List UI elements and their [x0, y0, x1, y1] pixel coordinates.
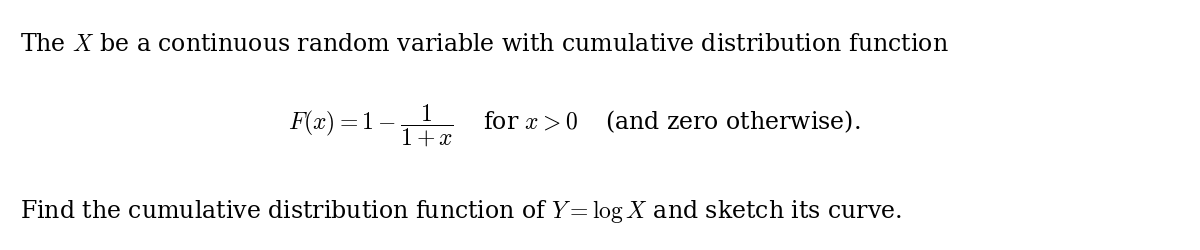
Text: $F(x) = 1 - \dfrac{1}{1+x}\quad$ for $x > 0 \quad$ (and zero otherwise).: $F(x) = 1 - \dfrac{1}{1+x}\quad$ for $x … [288, 102, 860, 148]
Text: Find the cumulative distribution function of $Y = \log X$ and sketch its curve.: Find the cumulative distribution functio… [19, 197, 901, 224]
Text: The $X$ be a continuous random variable with cumulative distribution function: The $X$ be a continuous random variable … [19, 33, 948, 56]
